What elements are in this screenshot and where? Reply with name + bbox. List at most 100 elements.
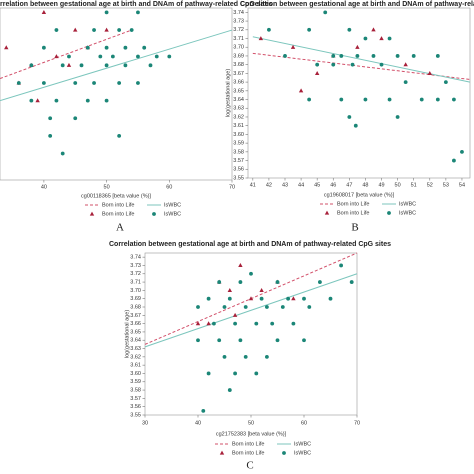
point — [443, 80, 448, 85]
point — [248, 296, 254, 301]
point — [104, 27, 109, 32]
x-tick-label: 50 — [248, 420, 254, 426]
y-tick-label: 3.66 — [233, 80, 244, 86]
point — [259, 296, 264, 301]
point — [291, 296, 296, 301]
point — [222, 305, 227, 309]
point — [314, 70, 320, 75]
point — [129, 28, 134, 32]
point — [331, 62, 336, 67]
point — [331, 54, 336, 58]
point — [353, 123, 358, 128]
point — [318, 280, 322, 284]
point — [238, 338, 243, 343]
y-tick-label: 3.70 — [233, 45, 244, 51]
trend-line — [144, 273, 358, 348]
y-tick-label: 3.70 — [130, 288, 141, 294]
point — [136, 81, 140, 85]
point — [16, 81, 21, 85]
point — [238, 263, 243, 268]
x-tick-label: 44 — [298, 182, 304, 188]
point — [270, 321, 275, 326]
y-tick-label: 3.74 — [233, 10, 244, 16]
point — [254, 321, 259, 326]
y-axis-label: log(gestational age) — [225, 69, 231, 117]
point — [110, 54, 115, 59]
plot-frame — [247, 7, 471, 179]
point — [206, 371, 211, 376]
y-tick-label: 3.59 — [233, 141, 244, 147]
point — [363, 97, 368, 102]
point — [148, 63, 153, 68]
y-tick-label: 3.65 — [233, 88, 244, 94]
x-tick-label: 60 — [301, 420, 307, 426]
x-tick-label: 54 — [459, 182, 465, 188]
y-tick-label: 3.64 — [130, 338, 141, 344]
point — [227, 388, 232, 392]
legend-label: IsWBC — [294, 441, 311, 447]
y-tick-label: 3.59 — [130, 379, 141, 385]
y-tick-label: 3.60 — [233, 132, 244, 138]
point — [227, 296, 232, 301]
y-tick-label: 3.67 — [130, 313, 141, 319]
point — [35, 98, 40, 103]
x-tick-label: 42 — [266, 182, 272, 188]
legend-label: IsWBC — [399, 201, 416, 207]
trend-line — [0, 29, 233, 102]
trend-line — [0, 29, 132, 80]
y-tick-label: 3.73 — [233, 19, 244, 25]
point — [196, 305, 200, 309]
point — [29, 98, 34, 103]
y-tick-label: 3.73 — [130, 263, 141, 269]
y-tick-label: 3.71 — [130, 280, 141, 286]
point — [92, 81, 96, 85]
y-tick-label: 3.69 — [233, 53, 244, 59]
point — [136, 54, 140, 59]
point — [54, 98, 59, 103]
point — [104, 45, 109, 50]
point — [85, 45, 90, 50]
y-tick-label: 3.56 — [233, 167, 244, 173]
y-tick-label: 3.64 — [233, 97, 244, 103]
y-tick-label: 3.68 — [130, 304, 141, 310]
point — [349, 280, 354, 284]
x-tick-label: 45 — [314, 182, 320, 188]
chart-title: rrelation between gestational age at bir… — [0, 1, 273, 8]
point — [196, 338, 200, 343]
point — [154, 54, 159, 59]
x-tick-label: 50 — [395, 182, 401, 188]
point — [232, 312, 238, 317]
x-tick-label: 70 — [354, 420, 360, 426]
point — [307, 27, 312, 32]
x-axis-label: cg19608017 [beta value (%)] — [324, 192, 395, 198]
point — [298, 88, 304, 93]
point — [206, 321, 211, 326]
point — [395, 54, 400, 58]
x-tick-label: 53 — [443, 182, 449, 188]
y-tick-label: 3.55 — [233, 175, 244, 181]
point — [347, 27, 352, 32]
point — [323, 10, 328, 15]
y-tick-label: 3.58 — [233, 149, 244, 155]
point — [265, 354, 269, 359]
legend-label: Born into Life — [337, 210, 369, 216]
point — [350, 62, 355, 67]
y-tick-label: 3.57 — [233, 158, 244, 164]
point — [54, 54, 59, 59]
point — [98, 54, 103, 59]
x-tick-label: 47 — [346, 182, 352, 188]
point — [60, 63, 65, 68]
point — [286, 296, 290, 301]
panel-label: B — [351, 222, 358, 234]
point — [283, 54, 287, 58]
point — [233, 321, 238, 326]
plot-frame — [144, 252, 358, 416]
x-tick-label: 46 — [330, 182, 336, 188]
point — [104, 98, 109, 103]
point — [212, 321, 216, 326]
point — [291, 321, 296, 326]
y-tick-label: 3.63 — [130, 346, 141, 352]
point — [227, 287, 232, 292]
point — [379, 62, 384, 67]
point — [419, 97, 424, 102]
